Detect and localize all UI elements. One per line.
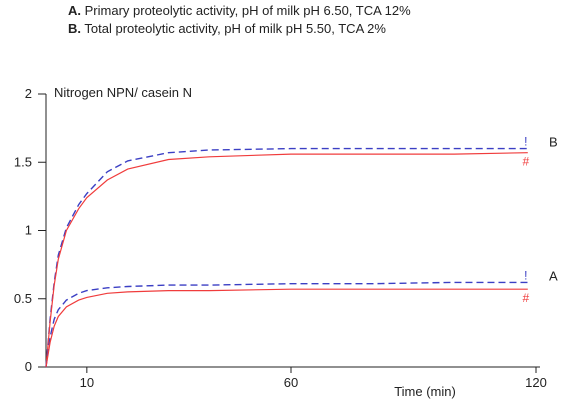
x-tick-label-0: 10 [80, 375, 94, 390]
y-tick-label-0: 0 [25, 359, 32, 374]
curve-b-dashed-end-marker: ! [524, 135, 527, 149]
x-axis-label: Time (min) [394, 384, 456, 399]
x-tick-label-1: 60 [284, 375, 298, 390]
y-tick-label-3: 1.5 [14, 154, 32, 169]
curve-a-solid-end-marker: # [522, 291, 529, 305]
y-axis-label: Nitrogen NPN/ casein N [54, 85, 192, 100]
legend-key-a: A. [68, 3, 81, 18]
legend-text-b: Total proteolytic activity, pH of milk p… [84, 21, 386, 36]
series-a-solid-line [45, 288, 528, 368]
curve-b-solid-end-marker: # [522, 155, 529, 169]
legend-text-a: Primary proteolytic activity, pH of milk… [84, 3, 411, 18]
y-tick-label-1: 0.5 [14, 291, 32, 306]
series-a-dashed-line [45, 281, 528, 368]
legend-key-b: B. [68, 21, 81, 36]
series-b-solid-line [45, 152, 528, 368]
x-tick-label-2: 120 [525, 375, 547, 390]
y-tick-label-4: 2 [25, 86, 32, 101]
legend-item-b: B. Total proteolytic activity, pH of mil… [68, 20, 411, 38]
curve-a-dashed-end-marker: ! [524, 268, 527, 282]
chart-legend: A. Primary proteolytic activity, pH of m… [68, 2, 411, 38]
curve-label-a: A [549, 268, 558, 283]
series-b-dashed-line [45, 147, 528, 368]
y-tick-label-2: 1 [25, 223, 32, 238]
curve-label-b: B [549, 135, 558, 150]
legend-item-a: A. Primary proteolytic activity, pH of m… [68, 2, 411, 20]
